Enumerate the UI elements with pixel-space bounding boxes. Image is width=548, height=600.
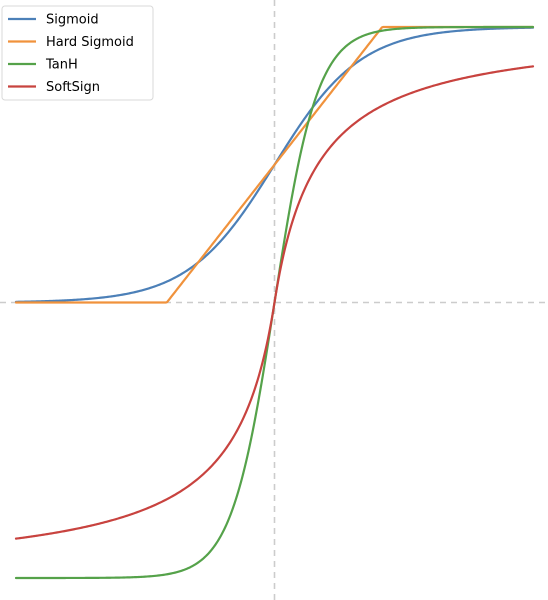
- legend-entry: Sigmoid: [8, 13, 99, 28]
- legend-entry: Hard Sigmoid: [8, 35, 134, 50]
- series-line-softsign: [14, 65, 535, 540]
- legend: Sigmoid Hard Sigmoid TanH SoftSign: [1, 5, 154, 101]
- legend-entry: TanH: [8, 58, 78, 73]
- legend-items: Sigmoid Hard Sigmoid TanH SoftSign: [8, 13, 134, 95]
- legend-label: Sigmoid: [46, 13, 99, 28]
- legend-box: [1, 5, 154, 101]
- legend-entry: SoftSign: [8, 80, 100, 95]
- legend-label: SoftSign: [46, 80, 100, 95]
- series-layer: [14, 25, 535, 580]
- legend-label: Hard Sigmoid: [46, 35, 134, 50]
- legend-label: TanH: [45, 58, 78, 73]
